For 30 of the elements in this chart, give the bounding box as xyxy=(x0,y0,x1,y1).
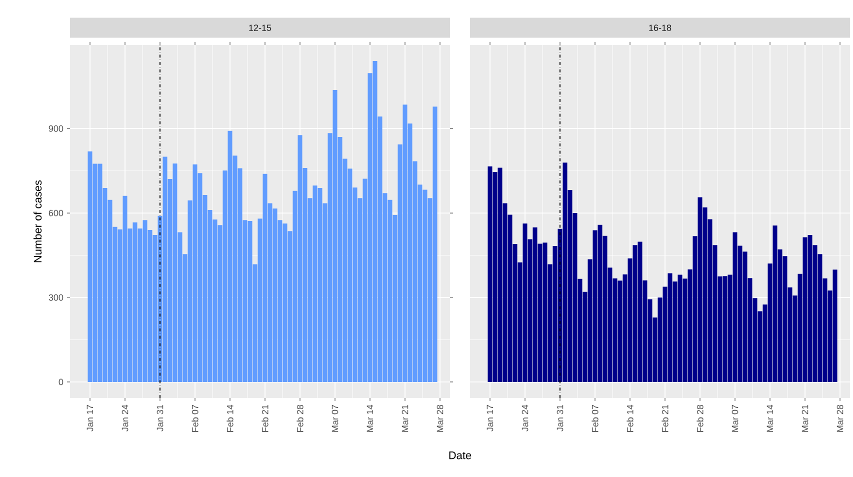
x-tick-label: Feb 07 xyxy=(592,405,598,432)
x-tick-label: Feb 28 xyxy=(696,404,704,432)
x-tick-label: Mar 28 xyxy=(436,404,444,432)
x-tick-label: Feb 21 xyxy=(262,404,268,432)
x-tick-label: Mar 14 xyxy=(366,404,374,432)
y-tick-label: 900 xyxy=(48,125,64,132)
chart-title: 16-18 xyxy=(649,24,672,31)
chart-title: 12-15 xyxy=(249,24,272,31)
x-tick-label: Feb 07 xyxy=(192,405,198,432)
x-tick-label: Feb 14 xyxy=(626,404,634,432)
x-tick-label: Jan 24 xyxy=(522,404,528,432)
x-tick-label: Feb 14 xyxy=(226,404,234,432)
x-tick-label: Mar 14 xyxy=(766,404,774,432)
y-tick-label: 0 xyxy=(58,378,64,386)
x-tick-label: Mar 21 xyxy=(802,404,808,432)
x-axis-title: Date xyxy=(449,452,472,460)
y-tick-label: 600 xyxy=(48,210,64,216)
y-tick-label: 300 xyxy=(48,294,64,301)
x-tick-label: Jan 31 xyxy=(556,404,564,432)
x-tick-label: Feb 28 xyxy=(296,404,304,432)
x-tick-label: Jan 17 xyxy=(486,405,494,432)
x-tick-label: Jan 17 xyxy=(86,405,94,432)
x-tick-label: Mar 21 xyxy=(402,404,408,432)
x-tick-label: Mar 07 xyxy=(332,405,338,432)
x-tick-label: Jan 24 xyxy=(122,404,128,432)
x-tick-label: Mar 28 xyxy=(836,404,844,432)
x-tick-label: Mar 07 xyxy=(732,405,738,432)
x-tick-label: Feb 21 xyxy=(662,404,668,432)
x-tick-label: Jan 31 xyxy=(156,404,164,432)
y-axis-title: Number of cases xyxy=(34,180,42,262)
